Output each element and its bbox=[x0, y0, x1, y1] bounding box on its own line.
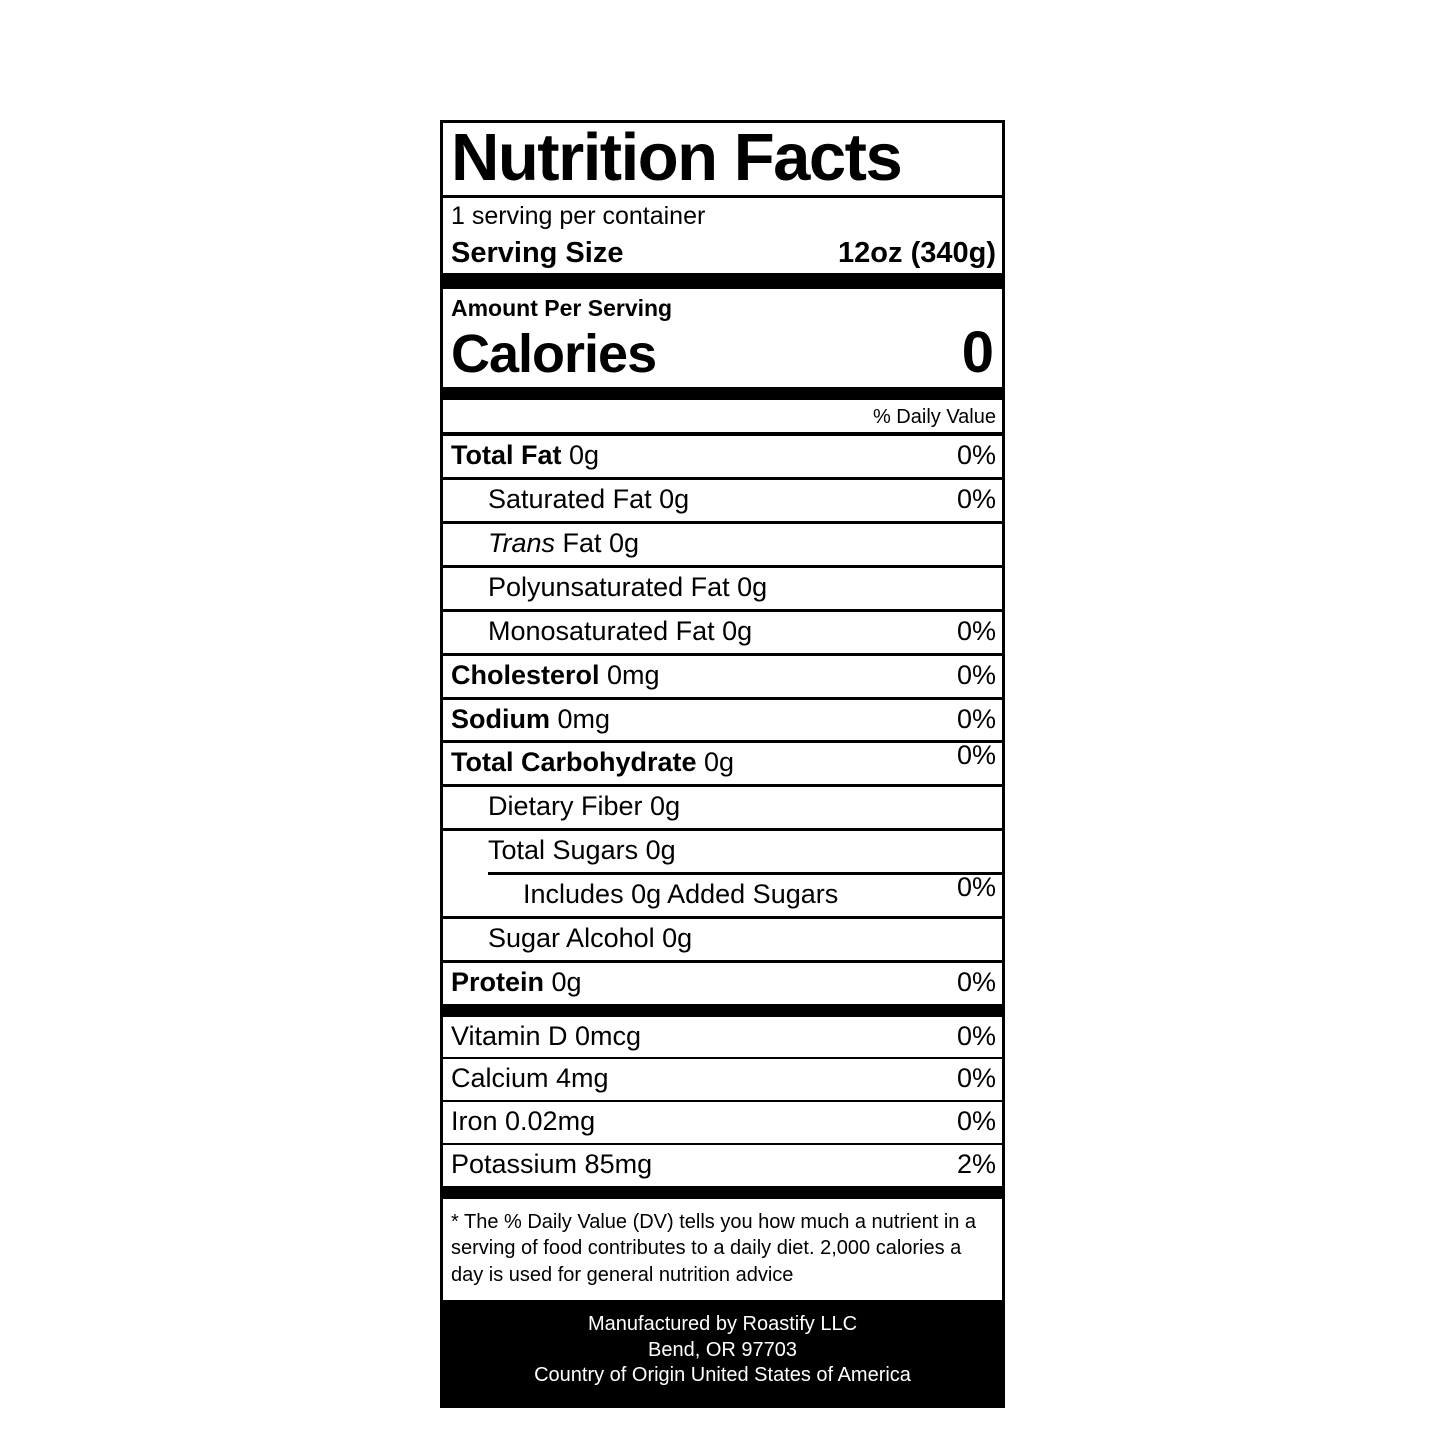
nutrient-row: Protein 0g 0% bbox=[443, 963, 1002, 1004]
nutrient-name: Dietary Fiber 0g bbox=[488, 791, 681, 822]
calories-row: Calories 0 bbox=[451, 319, 996, 388]
nutrient-row: Trans Fat 0g bbox=[443, 524, 1002, 568]
nutrient-row: Monosaturated Fat 0g 0% bbox=[443, 612, 1002, 656]
nutrient-daily-value: 0% bbox=[956, 871, 996, 902]
vitamin-daily-value: 0% bbox=[956, 1020, 996, 1051]
vitamin-name: Potassium 85mg bbox=[451, 1149, 653, 1180]
vitamin-daily-value: 0% bbox=[956, 1063, 996, 1094]
nutrient-rows: Total Fat 0g 0% Saturated Fat 0g 0% Trans Fa… bbox=[443, 436, 1002, 1003]
nutrient-row: Total Carbohydrate 0g 0% bbox=[443, 740, 1002, 788]
nutrient-daily-value: 0% bbox=[956, 966, 996, 997]
total-sugars-inset-divider bbox=[488, 871, 1002, 875]
nutrient-name: Includes 0g Added Sugars bbox=[523, 878, 839, 909]
nutrient-daily-value: 0% bbox=[956, 484, 996, 515]
vitamin-row: Potassium 85mg 2% bbox=[443, 1145, 1002, 1186]
nutrient-row: Sodium 0mg 0% bbox=[443, 700, 1002, 744]
vitamin-name: Iron 0.02mg bbox=[451, 1106, 596, 1137]
nutrient-row: Cholesterol 0mg 0% bbox=[443, 656, 1002, 700]
nutrition-facts-label: Nutrition Facts 1 serving per container … bbox=[440, 120, 1005, 1408]
nutrient-row: Includes 0g Added Sugars 0% bbox=[443, 871, 1002, 919]
nutrient-row: Saturated Fat 0g 0% bbox=[443, 480, 1002, 525]
manufacturer-line-3: Country of Origin United States of Ameri… bbox=[534, 1364, 911, 1387]
vitamin-daily-value: 2% bbox=[956, 1149, 996, 1180]
vitamin-row: Calcium 4mg 0% bbox=[443, 1059, 1002, 1103]
calories-block: Amount Per Serving Calories 0 bbox=[443, 289, 1002, 387]
nutrient-row: Total Fat 0g 0% bbox=[443, 436, 1002, 481]
amount-per-serving-label: Amount Per Serving bbox=[451, 294, 673, 321]
label-title: Nutrition Facts bbox=[443, 123, 1002, 198]
nutrient-row: Sugar Alcohol 0g bbox=[443, 919, 1002, 963]
nutrient-row: Polyunsaturated Fat 0g bbox=[443, 568, 1002, 612]
nutrient-name: Sugar Alcohol 0g bbox=[488, 922, 693, 953]
serving-size-row: Serving Size 12oz (340g) bbox=[451, 232, 996, 272]
thick-divider-vitamins bbox=[443, 1186, 1002, 1199]
nutrient-name: Polyunsaturated Fat 0g bbox=[488, 571, 768, 602]
vitamin-row: Vitamin D 0mcg 0% bbox=[443, 1017, 1002, 1060]
servings-block: 1 serving per container Serving Size 12o… bbox=[443, 198, 1002, 273]
vitamin-row: Iron 0.02mg 0% bbox=[443, 1102, 1002, 1146]
nutrient-name: Trans Fat 0g bbox=[488, 528, 640, 559]
nutrient-name: Cholesterol 0mg bbox=[451, 659, 660, 690]
vitamin-daily-value: 0% bbox=[956, 1106, 996, 1137]
nutrient-daily-value: 0% bbox=[956, 615, 996, 646]
thick-divider-calories bbox=[443, 387, 1002, 401]
nutrient-row: Dietary Fiber 0g bbox=[443, 787, 1002, 832]
daily-value-header: % Daily Value bbox=[443, 400, 1002, 437]
nutrient-name: Saturated Fat 0g bbox=[488, 484, 690, 515]
nutrient-daily-value: 0% bbox=[956, 703, 996, 734]
nutrient-row: Total Sugars 0g bbox=[443, 831, 1002, 872]
manufacturer-line-1: Manufactured by Roastify LLC bbox=[587, 1313, 858, 1336]
daily-value-footnote: * The % Daily Value (DV) tells you how m… bbox=[451, 1211, 977, 1286]
thick-divider-protein bbox=[443, 1003, 1002, 1017]
nutrient-name: Protein 0g bbox=[451, 966, 582, 997]
manufacturer-block: Manufactured by Roastify LLC Bend, OR 97… bbox=[443, 1300, 1002, 1405]
serving-size-value: 12oz (340g) bbox=[838, 236, 996, 269]
calories-label: Calories bbox=[451, 323, 657, 384]
nutrient-daily-value: 0% bbox=[956, 740, 996, 771]
manufacturer-line-2: Bend, OR 97703 bbox=[648, 1338, 797, 1361]
servings-per-container: 1 serving per container bbox=[451, 201, 706, 230]
nutrient-daily-value: 0% bbox=[956, 659, 996, 690]
calories-value: 0 bbox=[961, 319, 994, 385]
vitamin-name: Calcium 4mg bbox=[451, 1063, 609, 1094]
nutrient-name: Total Sugars 0g bbox=[488, 835, 676, 866]
nutrient-name: Total Fat 0g bbox=[451, 440, 600, 471]
nutrient-name: Monosaturated Fat 0g bbox=[488, 615, 753, 646]
nutrient-daily-value: 0% bbox=[956, 440, 996, 471]
vitamin-name: Vitamin D 0mcg bbox=[451, 1020, 642, 1051]
nutrient-name: Sodium 0mg bbox=[451, 703, 611, 734]
thick-divider-servings bbox=[443, 272, 1002, 289]
nutrient-name: Total Carbohydrate 0g bbox=[451, 747, 735, 778]
vitamin-rows: Vitamin D 0mcg 0% Calcium 4mg 0% Iron 0.02mg… bbox=[443, 1017, 1002, 1186]
serving-size-label: Serving Size bbox=[451, 236, 624, 269]
